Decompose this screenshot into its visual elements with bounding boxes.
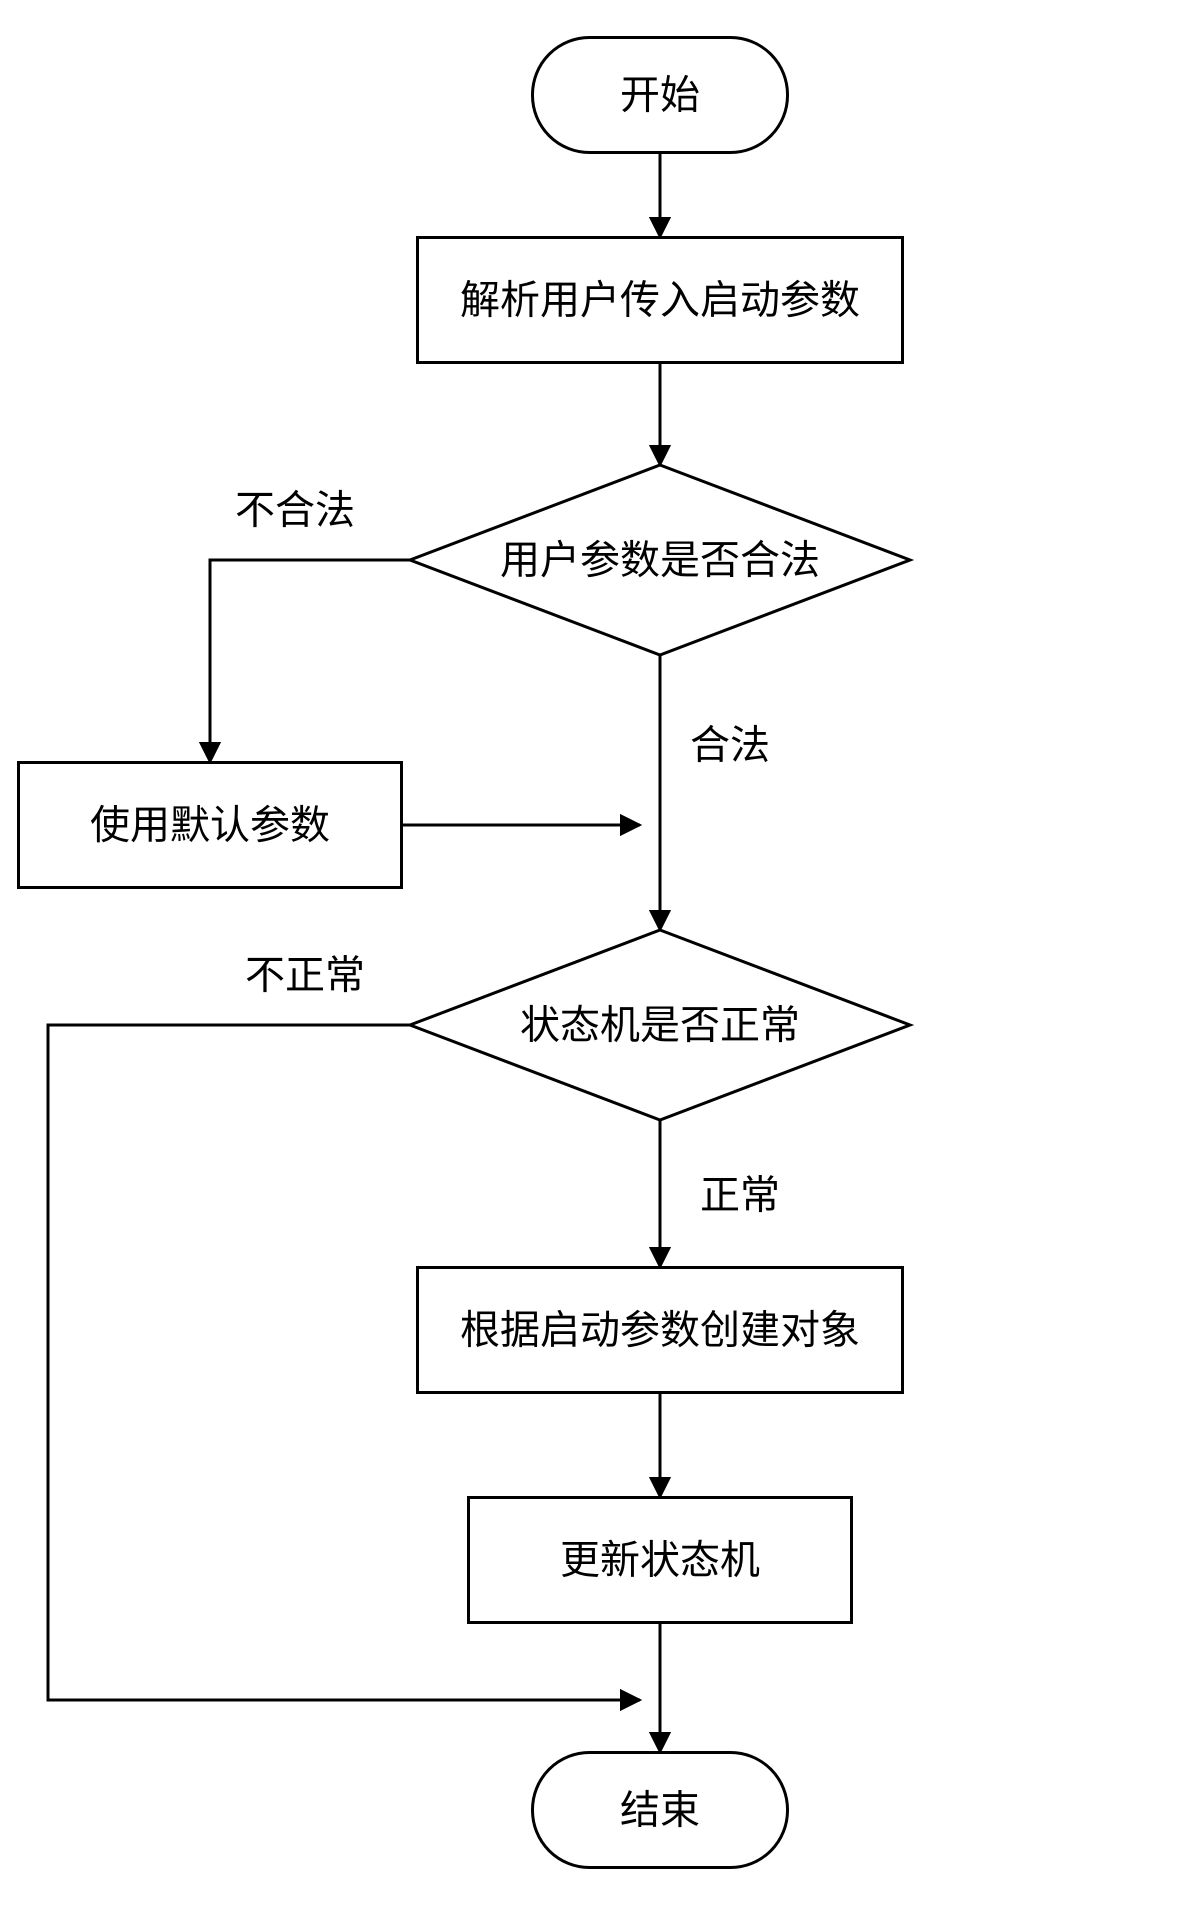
node-end-label: 结束 bbox=[620, 1788, 700, 1833]
node-update-label: 更新状态机 bbox=[560, 1538, 760, 1583]
edge-label: 正常 bbox=[700, 1173, 780, 1218]
edge-label: 合法 bbox=[690, 723, 770, 768]
edge-label: 不合法 bbox=[235, 488, 355, 533]
node-parse-label: 解析用户传入启动参数 bbox=[460, 278, 860, 323]
edge bbox=[210, 560, 410, 762]
node-valid-label: 用户参数是否合法 bbox=[500, 538, 820, 583]
node-default-label: 使用默认参数 bbox=[90, 803, 330, 848]
node-create-label: 根据启动参数创建对象 bbox=[460, 1308, 860, 1353]
edge-label: 不正常 bbox=[245, 953, 365, 998]
node-start-label: 开始 bbox=[620, 73, 700, 118]
node-sm_ok-label: 状态机是否正常 bbox=[520, 1003, 800, 1048]
